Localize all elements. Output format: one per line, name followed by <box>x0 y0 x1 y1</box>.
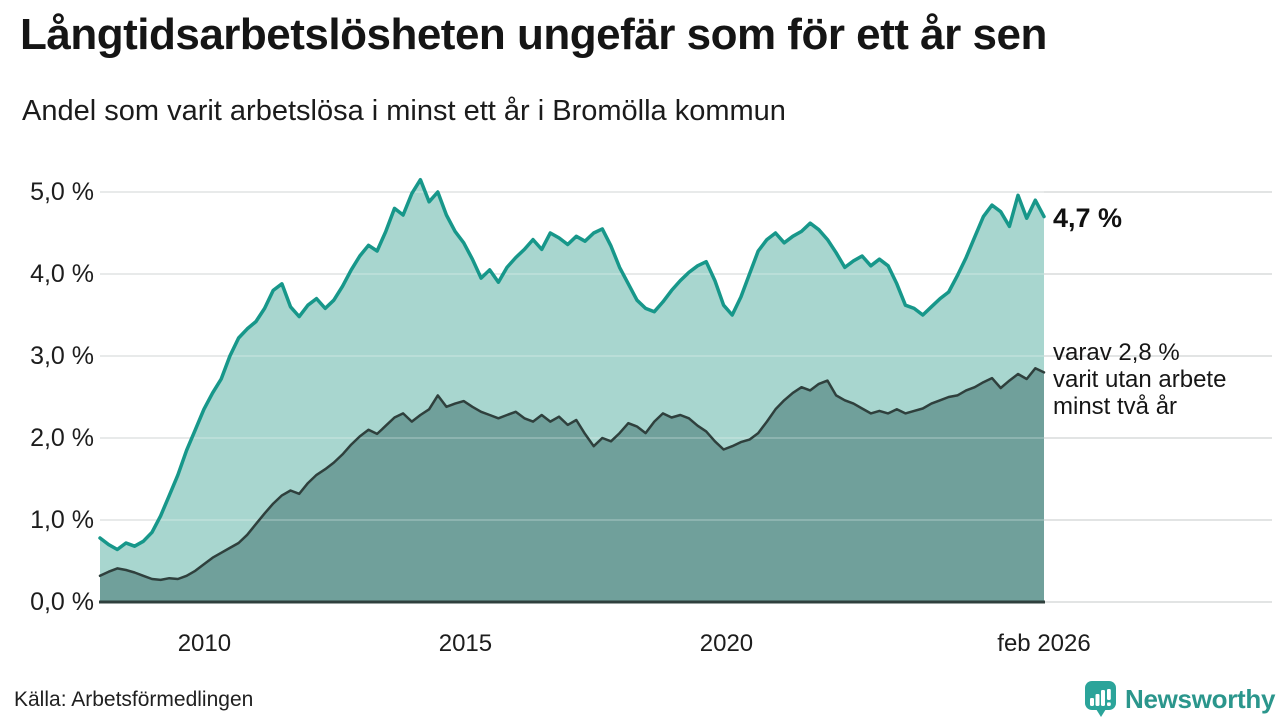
latest-value-label: 4,7 % <box>1053 203 1123 233</box>
y-axis-label: 2,0 % <box>30 424 94 452</box>
newsworthy-logo: Newsworthy <box>1084 680 1275 718</box>
annotation-line: minst två år <box>1053 393 1178 420</box>
y-axis-label: 4,0 % <box>30 260 94 288</box>
x-axis-label: 2015 <box>438 630 493 657</box>
chart-subtitle: Andel som varit arbetslösa i minst ett å… <box>22 95 786 127</box>
secondary-series-annotation: varav 2,8 % varit utan arbete minst två … <box>1053 339 1226 420</box>
annotation-line: varav 2,8 % <box>1053 339 1180 366</box>
y-axis-label: 3,0 % <box>30 342 94 370</box>
x-axis-label: 2020 <box>699 630 754 657</box>
y-axis-label: 0,0 % <box>30 588 94 616</box>
newsworthy-pin-icon <box>1085 681 1116 717</box>
brand-wordmark: Newsworthy <box>1125 683 1276 714</box>
x-axis-label: feb 2026 <box>997 630 1091 657</box>
y-axis-label: 5,0 % <box>30 178 94 206</box>
page-title: Långtidsarbetslösheten ungefär som för e… <box>20 10 1047 59</box>
y-axis-label: 1,0 % <box>30 506 94 534</box>
annotation-line: varit utan arbete <box>1053 366 1227 393</box>
x-axis-label: 2010 <box>177 630 232 657</box>
source-note: Källa: Arbetsförmedlingen <box>14 688 254 711</box>
